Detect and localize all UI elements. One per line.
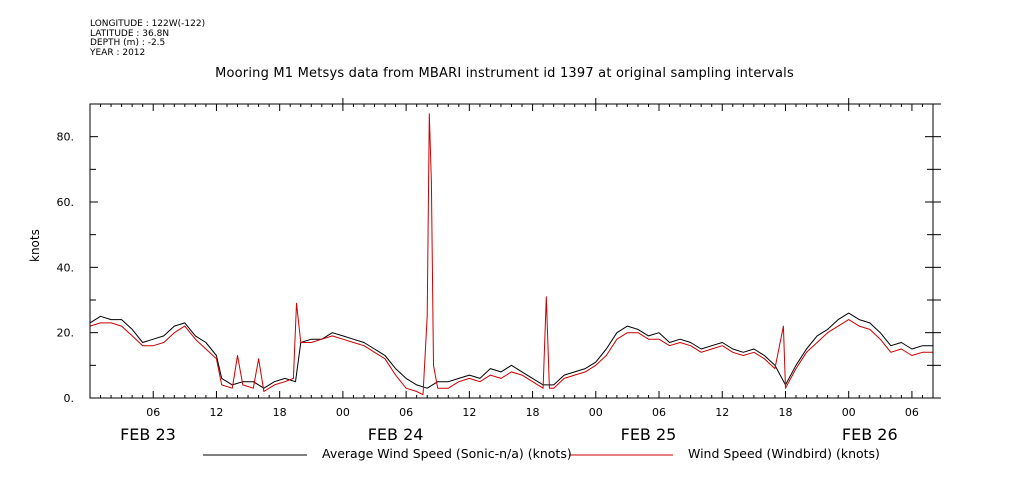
meta-latitude: LATITUDE : 36.8N <box>90 28 170 39</box>
x-tick-label: 18 <box>778 406 792 419</box>
meta-year: YEAR : 2012 <box>90 47 146 58</box>
x-tick-label: 12 <box>715 406 729 419</box>
labels-layer: 0. 20. 40. 60. 80. 06 12 18 00 06 12 18 00 06 12 18 00 06… <box>57 131 919 444</box>
series-windbird-line <box>89 113 933 396</box>
metadata-block: LONGITUDE : 122W(-122) LATITUDE : 36.8N … <box>90 19 206 58</box>
y-tick-label: 60. <box>57 196 75 209</box>
x-tick-label: 18 <box>526 406 540 419</box>
chart-title: Mooring M1 Metsys data from MBARI instru… <box>215 66 794 81</box>
x-date-label: FEB 23 <box>120 425 176 444</box>
y-tick-label: 0. <box>64 392 75 405</box>
series-average-wind-line <box>89 312 933 389</box>
meta-depth: DEPTH (m) : -2.5 <box>90 38 166 48</box>
x-tick-label: 06 <box>399 406 413 419</box>
y-tick-label: 20. <box>57 327 75 340</box>
plot-frame <box>89 103 934 399</box>
x-date-label: FEB 25 <box>621 425 677 444</box>
y-axis-label: knots <box>28 229 42 262</box>
x-tick-label: 18 <box>273 406 287 419</box>
x-tick-label: 12 <box>462 406 476 419</box>
x-tick-label: 06 <box>146 406 160 419</box>
legend-entry-windbird: Wind Speed (Windbird) (knots) <box>688 446 880 461</box>
x-date-label: FEB 24 <box>368 425 424 444</box>
y-tick-label: 40. <box>57 261 75 274</box>
legend-entry-average-wind: Average Wind Speed (Sonic-n/a) (knots) <box>322 446 572 461</box>
ticks-layer <box>90 98 941 399</box>
x-tick-label: 00 <box>336 406 350 419</box>
x-tick-label: 06 <box>905 406 919 419</box>
x-tick-label: 00 <box>842 406 856 419</box>
y-tick-label: 80. <box>57 131 75 144</box>
x-tick-label: 12 <box>209 406 223 419</box>
series-layer <box>89 113 933 396</box>
meta-longitude: LONGITUDE : 122W(-122) <box>90 19 206 29</box>
x-tick-label: 06 <box>652 406 666 419</box>
x-date-label: FEB 26 <box>842 425 898 444</box>
x-tick-label: 00 <box>589 406 603 419</box>
